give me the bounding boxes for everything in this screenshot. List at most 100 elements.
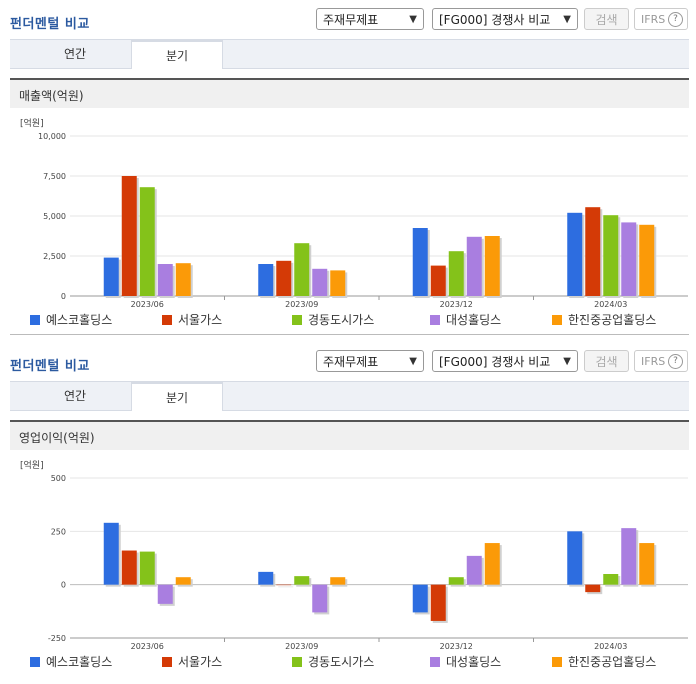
bar[interactable] bbox=[175, 263, 191, 296]
bar[interactable] bbox=[603, 215, 619, 296]
bar[interactable] bbox=[121, 550, 137, 585]
legend-item[interactable]: 경동도시가스 bbox=[292, 653, 374, 671]
tab-quarterly[interactable]: 분기 bbox=[131, 382, 223, 411]
bar[interactable] bbox=[258, 264, 274, 296]
help-icon: ? bbox=[668, 354, 683, 369]
period-tabs: 연간 분기 bbox=[10, 39, 689, 69]
chevron-down-icon: ▼ bbox=[409, 356, 417, 367]
panel-header: 펀더멘털 비교 주재무제표 ▼ [FG000] 경쟁사 비교 ▼ 검색 IFRS… bbox=[0, 0, 696, 38]
bar[interactable] bbox=[157, 264, 173, 296]
ifrs-button[interactable]: IFRS ? bbox=[634, 8, 688, 30]
y-tick-label: 0 bbox=[61, 581, 66, 590]
bar[interactable] bbox=[567, 212, 583, 296]
bar[interactable] bbox=[639, 543, 655, 585]
bar[interactable] bbox=[484, 236, 500, 296]
panel-title: 펀더멘털 비교 bbox=[10, 359, 90, 374]
bar[interactable] bbox=[639, 224, 655, 296]
bar[interactable] bbox=[330, 270, 346, 296]
legend-label: 경동도시가스 bbox=[308, 655, 375, 669]
legend-label: 경동도시가스 bbox=[308, 313, 375, 327]
y-tick-label: 500 bbox=[51, 474, 66, 483]
chevron-down-icon: ▼ bbox=[563, 356, 571, 367]
statement-type-select[interactable]: 주재무제표 ▼ bbox=[316, 8, 424, 30]
x-tick-label: 2023/06 bbox=[131, 300, 164, 307]
x-tick-label: 2023/09 bbox=[285, 642, 318, 649]
chevron-down-icon: ▼ bbox=[563, 14, 571, 25]
y-tick-label: 0 bbox=[61, 292, 66, 301]
chart-header: 매출액(억원) bbox=[10, 78, 689, 108]
search-button[interactable]: 검색 bbox=[584, 8, 629, 30]
x-tick-label: 2023/12 bbox=[440, 300, 473, 307]
legend-item[interactable]: 예스코홀딩스 bbox=[30, 311, 112, 329]
legend-swatch bbox=[30, 657, 40, 667]
bar[interactable] bbox=[567, 531, 583, 585]
bar[interactable] bbox=[430, 584, 446, 621]
legend-item[interactable]: 대성홀딩스 bbox=[430, 653, 501, 671]
bar[interactable] bbox=[312, 268, 328, 296]
legend-swatch bbox=[30, 315, 40, 325]
legend-item[interactable]: 한진중공업홀딩스 bbox=[552, 653, 656, 671]
legend-swatch bbox=[162, 657, 172, 667]
legend-label: 서울가스 bbox=[178, 313, 223, 327]
bar[interactable] bbox=[448, 251, 464, 296]
bar[interactable] bbox=[466, 236, 482, 296]
bar[interactable] bbox=[621, 528, 637, 585]
legend-swatch bbox=[552, 657, 562, 667]
ifrs-label: IFRS bbox=[641, 13, 666, 26]
bar[interactable] bbox=[276, 584, 292, 586]
legend-item[interactable]: 예스코홀딩스 bbox=[30, 653, 112, 671]
bar[interactable] bbox=[330, 577, 346, 585]
peer-group-select[interactable]: [FG000] 경쟁사 비교 ▼ bbox=[432, 8, 578, 30]
tab-annual[interactable]: 연간 bbox=[63, 389, 87, 403]
y-tick-label: 250 bbox=[51, 527, 66, 536]
bar[interactable] bbox=[139, 551, 155, 585]
bar[interactable] bbox=[175, 577, 191, 585]
bar[interactable] bbox=[294, 243, 310, 296]
unit-label: [억원] bbox=[20, 459, 44, 471]
bar[interactable] bbox=[294, 576, 310, 585]
tab-quarterly[interactable]: 분기 bbox=[131, 40, 223, 69]
bar[interactable] bbox=[139, 187, 155, 296]
legend-item[interactable]: 서울가스 bbox=[162, 311, 222, 329]
bar[interactable] bbox=[603, 574, 619, 585]
bar[interactable] bbox=[276, 260, 292, 296]
legend-item[interactable]: 경동도시가스 bbox=[292, 311, 374, 329]
bar[interactable] bbox=[412, 228, 428, 296]
bar[interactable] bbox=[312, 584, 328, 613]
bar[interactable] bbox=[621, 222, 637, 296]
bar[interactable] bbox=[585, 584, 601, 593]
y-tick-label: 10,000 bbox=[38, 132, 66, 141]
legend-item[interactable]: 한진중공업홀딩스 bbox=[552, 311, 656, 329]
search-button[interactable]: 검색 bbox=[584, 350, 629, 372]
legend-item[interactable]: 대성홀딩스 bbox=[430, 311, 501, 329]
bar[interactable] bbox=[258, 571, 274, 585]
x-tick-label: 2024/03 bbox=[594, 642, 627, 649]
tab-annual[interactable]: 연간 bbox=[63, 47, 87, 61]
bar[interactable] bbox=[412, 584, 428, 613]
bar-shadow bbox=[278, 586, 294, 588]
bar[interactable] bbox=[448, 577, 464, 585]
bar[interactable] bbox=[585, 207, 601, 296]
bar[interactable] bbox=[103, 522, 119, 585]
statement-type-select[interactable]: 주재무제표 ▼ bbox=[316, 350, 424, 372]
ifrs-label: IFRS bbox=[641, 355, 666, 368]
panel-header: 펀더멘털 비교 주재무제표 ▼ [FG000] 경쟁사 비교 ▼ 검색 IFRS… bbox=[0, 342, 696, 380]
bar[interactable] bbox=[103, 257, 119, 296]
legend-swatch bbox=[162, 315, 172, 325]
peer-group-select[interactable]: [FG000] 경쟁사 비교 ▼ bbox=[432, 350, 578, 372]
peer-group-value: [FG000] 경쟁사 비교 bbox=[439, 355, 551, 369]
legend-item[interactable]: 서울가스 bbox=[162, 653, 222, 671]
bar[interactable] bbox=[157, 584, 173, 604]
bar[interactable] bbox=[430, 265, 446, 296]
y-tick-label: -250 bbox=[48, 634, 66, 643]
legend-swatch bbox=[552, 315, 562, 325]
chart-legend: 예스코홀딩스 서울가스 경동도시가스 대성홀딩스 한진중공업홀딩스 bbox=[10, 653, 689, 673]
bar[interactable] bbox=[466, 555, 482, 585]
operating-profit-bar-chart: [억원] -250 0 250 500 2023/06 2023/09 2023/12 2024… bbox=[20, 459, 688, 649]
chevron-down-icon: ▼ bbox=[409, 14, 417, 25]
ifrs-button[interactable]: IFRS ? bbox=[634, 350, 688, 372]
bar[interactable] bbox=[121, 176, 137, 296]
legend-label: 예스코홀딩스 bbox=[46, 655, 113, 669]
chart-header: 영업이익(억원) bbox=[10, 420, 689, 450]
bar[interactable] bbox=[484, 543, 500, 585]
